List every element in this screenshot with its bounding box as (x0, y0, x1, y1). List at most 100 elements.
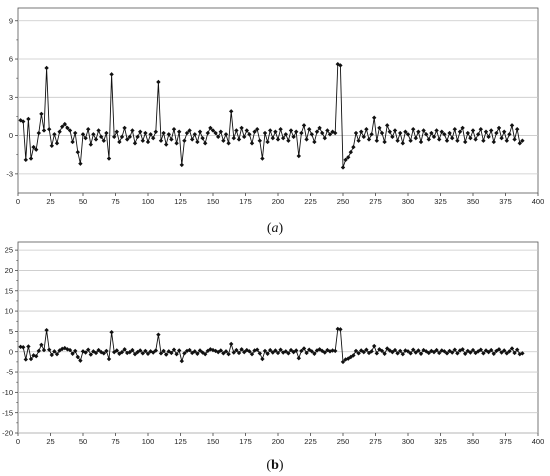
panel-a-ytick-label: 9 (9, 16, 13, 25)
panel-b-data-point (226, 351, 231, 357)
panel-a-data-point (359, 129, 364, 134)
panel-a-data-point (473, 137, 478, 142)
panel-b-data-point (356, 351, 361, 356)
panel-a-xtick-label: 400 (532, 197, 545, 206)
panel-b-data-point (361, 349, 366, 355)
panel-a-data-point (161, 130, 166, 136)
panel-a-data-point (148, 132, 153, 137)
panel-a-data-point (450, 135, 455, 141)
panel-a-data-point (112, 134, 117, 140)
panel-a-data-point (377, 125, 382, 131)
panel-a-data-point (153, 129, 158, 134)
panel-a-data-point (369, 132, 374, 137)
panel-a-data-point (101, 138, 106, 143)
panel-a-data-point (86, 127, 91, 132)
panel-b-data-point (460, 347, 465, 352)
panel-a-xtick-label: 250 (337, 197, 350, 206)
panel-a-xtick-label: 50 (79, 197, 87, 206)
panel-a-data-point (205, 130, 210, 136)
panel-b-data-point (481, 351, 486, 356)
panel-a-data-point (106, 156, 112, 161)
panel-a-data-point (171, 127, 177, 132)
panel-a-data-point (57, 129, 62, 134)
panel-b-data-point (369, 349, 374, 354)
panel-a-data-point (252, 129, 257, 134)
panel-b-data-point (509, 346, 515, 351)
panel-a-data-point (288, 128, 294, 133)
panel-a-data-point (405, 132, 411, 137)
panel-a-data-point (304, 137, 309, 142)
panel-b-xtick-label: 325 (434, 437, 447, 446)
panel-b-data-point (236, 350, 242, 356)
panel-b-data-point (468, 350, 473, 355)
panel-a-data-point (299, 130, 304, 136)
panel-a-data-point (483, 129, 489, 134)
panel-a-data-point (320, 130, 325, 136)
panel-a-data-point (465, 130, 470, 136)
panel-a-data-point (476, 132, 481, 137)
panel-b-data-point (502, 348, 507, 353)
panel-a-data-point (156, 79, 161, 85)
panel-a-xtick-label: 150 (207, 197, 220, 206)
panel-a-data-point (468, 135, 473, 141)
panel-b-ytick-label: 0 (9, 347, 13, 356)
panel-b-data-point (164, 352, 169, 357)
panel-b-data-point (132, 351, 138, 357)
panel-a-data-point (333, 130, 338, 136)
panel-a-data-point (255, 127, 260, 132)
panel-b-data-point (338, 327, 343, 332)
panel-a-xtick-label: 300 (402, 197, 415, 206)
panel-b-data-point (75, 354, 80, 360)
panel-a-xtick-label: 175 (239, 197, 252, 206)
panel-b-data-point (54, 351, 60, 357)
panel-a-data-point (229, 109, 234, 114)
panel-a-data-point (317, 125, 322, 131)
panel-a-data-point (145, 139, 151, 145)
panel-a-data-point (286, 138, 291, 143)
panel-b-data-point (364, 347, 369, 352)
panel-b-data-point (130, 347, 135, 353)
panel-b-data-point (109, 330, 114, 335)
panel-a-data-point (356, 138, 361, 143)
panel-a-data-point (244, 128, 249, 133)
panel-b-data-point (265, 351, 270, 356)
panel-a-data-point (348, 149, 353, 155)
panel-a-data-point (416, 129, 421, 134)
panel-b-data-point (156, 332, 161, 337)
panel-b-data-point (353, 348, 359, 354)
panel-a-data-point (93, 137, 99, 142)
panel-b-data-point (262, 348, 268, 354)
panel-b-data-point (195, 351, 200, 356)
panel-b-data-point (197, 348, 203, 353)
panel-a-data-point (177, 129, 182, 134)
panel-a-data-point (424, 132, 429, 137)
panel-b-data-point (426, 350, 431, 356)
panel-b-data-point (47, 347, 52, 352)
panel-a-data-point (52, 132, 57, 137)
panel-b-data-point (437, 350, 442, 356)
panel-a-data-point (182, 138, 187, 143)
panel-a-xtick-label: 275 (369, 197, 382, 206)
panel-b-xtick-label: 375 (499, 437, 512, 446)
panel-b-data-point (28, 356, 34, 362)
panel-b-data-point (247, 349, 252, 354)
panel-b-data-point (182, 351, 187, 356)
panel-a-data-point (28, 156, 34, 161)
panel-b-data-point (49, 352, 54, 358)
panel-a-data-point (41, 128, 47, 133)
panel-a-data-point (190, 137, 195, 142)
panel-a-data-point (242, 134, 247, 140)
panel-a-xtick-label: 75 (111, 197, 119, 206)
panel-a-data-point (442, 132, 447, 137)
panel-a-data-point (520, 138, 525, 143)
panel-a-data-point (486, 134, 491, 140)
panel-a-data-point (239, 125, 244, 131)
panel-b-data-point (312, 351, 317, 356)
panel-b-xtick-label: 100 (142, 437, 155, 446)
panel-b-ytick-label: 5 (9, 327, 13, 336)
panel-b-data-point (169, 350, 174, 356)
panel-a-data-point (385, 123, 390, 128)
panel-a-data-point (67, 128, 73, 133)
panel-b-data-point (273, 348, 278, 353)
panel-a-data-point (65, 125, 70, 131)
